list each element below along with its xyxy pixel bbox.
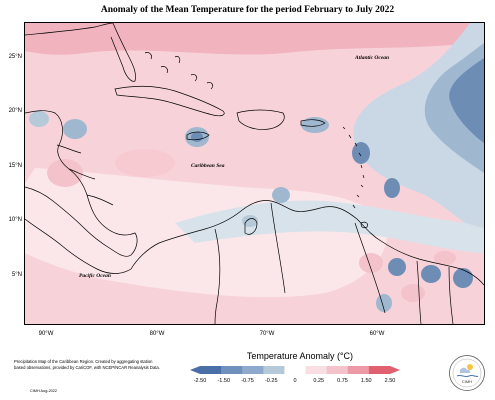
coast-lesser-antilles (342, 126, 365, 209)
caribbean-sea-label: Caribbean Sea (191, 163, 225, 169)
atlantic-ocean-label: Atlantic Ocean (355, 55, 390, 61)
cool-anomaly-atlantic-peak (449, 58, 484, 143)
pacific-ocean-label: Pacific Ocean (79, 273, 111, 279)
coast-puerto-rico (300, 119, 326, 127)
coast-central-america (25, 110, 138, 257)
legend-title: Temperature Anomaly (°C) (246, 351, 354, 361)
legend-swatch (263, 366, 285, 374)
legend-arrow-high (390, 366, 400, 374)
cool-anomaly-southern-band (175, 200, 484, 253)
borders-south-america (214, 202, 454, 324)
legend-swatch (242, 366, 264, 374)
legend-tick-label: -2.50 (193, 378, 207, 384)
legend-swatch (284, 366, 306, 374)
coastlines (25, 23, 484, 324)
cool-spot-lesser-antilles (352, 142, 370, 164)
cool-spot-suriname (421, 265, 441, 283)
warm-spot-honduras (47, 159, 83, 187)
cool-spot-french-guiana (453, 268, 473, 288)
lon-label-90w: 90°W (38, 331, 54, 337)
coast-florida (110, 23, 136, 82)
lat-label-5n: 5°N (11, 272, 22, 278)
cool-spot-guyana (388, 258, 406, 276)
legend-tick-label: -0.75 (241, 378, 254, 384)
legend-swatch (221, 366, 243, 374)
cool-spot-yucatan (29, 111, 49, 127)
lat-label-20n: 20°N (8, 108, 22, 114)
cool-spot-brazil-north (376, 294, 392, 312)
cool-spot-maracaibo (242, 215, 258, 227)
legend-tick-label: 0 (293, 378, 297, 384)
legend-swatch (200, 366, 222, 374)
footnote-text: Precipitation Map of the Caribbean Regio… (14, 359, 160, 370)
coast-jamaica (186, 131, 210, 141)
legend-color-bar (190, 366, 400, 374)
coast-cuba (114, 85, 225, 117)
anomaly-map: Atlantic Ocean Caribbean Sea Pacific Oce… (24, 22, 485, 325)
cool-spot-aruba (272, 187, 290, 203)
borders-central-america (56, 144, 114, 206)
legend-swatch (347, 366, 370, 374)
warm-spot-suriname-north (434, 251, 456, 265)
copyright-text: CIMH Aug-2022 (30, 389, 58, 393)
legend-swatch (368, 366, 391, 374)
coast-south-america (130, 200, 484, 286)
legend-swatch (305, 366, 327, 374)
legend-tick-label: -0.25 (264, 378, 278, 384)
warm-spot-venezuela-east (359, 253, 383, 273)
logo-text: CIMH (462, 379, 472, 384)
coast-bahamas (144, 52, 213, 90)
coast-pacific-central-america (25, 218, 132, 274)
coast-lake-maracaibo (244, 218, 258, 235)
lon-label-60w: 60°W (369, 331, 385, 337)
warm-anomaly-north-band (25, 23, 484, 55)
lat-label-15n: 15°N (8, 163, 22, 169)
lat-label-10n: 10°N (8, 217, 22, 223)
lon-label-70w: 70°W (259, 331, 275, 337)
lat-label-25n: 25°N (8, 54, 22, 60)
warm-spot-western-caribbean (115, 149, 175, 177)
coast-trinidad (360, 221, 368, 229)
warm-spot-guyana-south (401, 284, 425, 302)
cool-spot-jamaica-core (191, 132, 203, 142)
cool-spot-belize (63, 119, 87, 139)
coast-gulf (25, 23, 114, 36)
legend-tick-label: 2.50 (384, 378, 396, 384)
cimh-logo: CIMH (449, 355, 485, 391)
legend-arrow-low (190, 366, 200, 374)
legend-tick-label: 1.50 (360, 378, 372, 384)
legend-tick-label: 0.25 (313, 378, 325, 384)
legend-tick-label: 0.75 (337, 378, 348, 384)
map-title: Anomaly of the Mean Temperature for the … (100, 5, 395, 15)
coast-hispaniola (236, 109, 285, 130)
legend-swatch (326, 366, 349, 374)
legend-tick-label: -1.50 (217, 378, 231, 384)
anomaly-map-canvas (25, 23, 484, 324)
cool-spot-barbados (384, 178, 400, 198)
lon-label-80w: 80°W (149, 331, 165, 337)
